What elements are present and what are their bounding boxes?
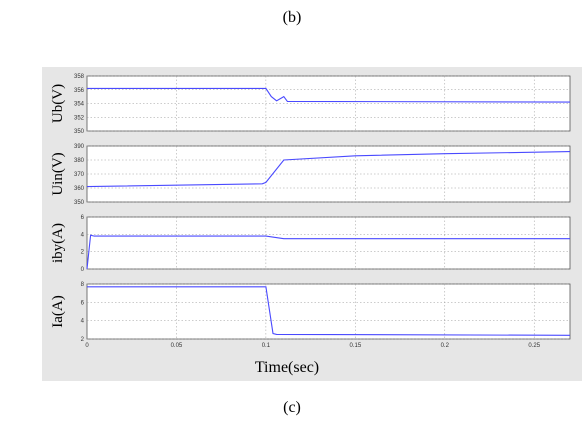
y-tick-label: 360 [74,186,85,192]
y-tick-label: 6 [81,215,85,221]
y-axis-label: Ub(V) [50,84,66,123]
series-line [87,87,571,103]
y-tick-label: 354 [74,102,85,108]
x-tick-label: 0.1 [262,343,271,349]
y-tick-label: 2 [81,250,85,256]
figure-panel: Time(sec) 350 352 354 356 358 Ub(V) 350 360 370 3… [42,67,582,381]
y-tick-label: 2 [81,337,85,343]
x-tick-label: 0.05 [171,343,183,349]
y-tick-label: 390 [74,144,85,150]
y-tick-label: 350 [74,200,85,206]
y-tick-label: 350 [74,129,85,135]
x-tick-label: 0.2 [441,343,450,349]
y-tick-label: 358 [74,74,85,80]
x-tick-label: 0.15 [349,343,361,349]
y-tick-label: 0 [81,267,85,273]
plot-area [86,283,571,340]
y-axis-label: Uin(V) [50,152,66,195]
y-tick-label: 6 [81,300,85,306]
subplot-2: 350 360 370 380 390 Uin(V) [50,144,571,206]
y-axis-label: iby(A) [50,223,66,263]
series-line [87,286,571,336]
subplots-chart: Time(sec) 350352354356358Ub(V)3503603703… [50,74,571,376]
figure-caption-c: (c) [283,399,301,416]
y-tick-label: 8 [81,282,85,288]
y-tick-label: 4 [81,232,85,238]
series-line [86,151,571,188]
y-tick-label: 370 [74,172,85,178]
subplot-1: 350 352 354 356 358 Ub(V) [50,74,571,135]
y-tick-label: 4 [81,319,85,325]
subplot-3: 0 2 4 6 iby(A) [50,215,571,273]
plot-area [86,216,571,270]
x-axis-label: Time(sec) [255,359,319,376]
x-tick-label: 0.25 [528,343,540,349]
y-tick-label: 352 [74,115,85,121]
y-axis-label: Ia(A) [50,295,66,327]
figure-caption-b: (b) [282,9,302,26]
y-tick-label: 380 [74,158,85,164]
y-tick-label: 356 [74,88,85,94]
series-line [86,234,570,270]
subplot-4: 2 4 6 8 0 0.05 0.1 0.15 0.2 0.25 Ia(A) [50,282,571,349]
x-tick-label: 0 [85,343,89,349]
